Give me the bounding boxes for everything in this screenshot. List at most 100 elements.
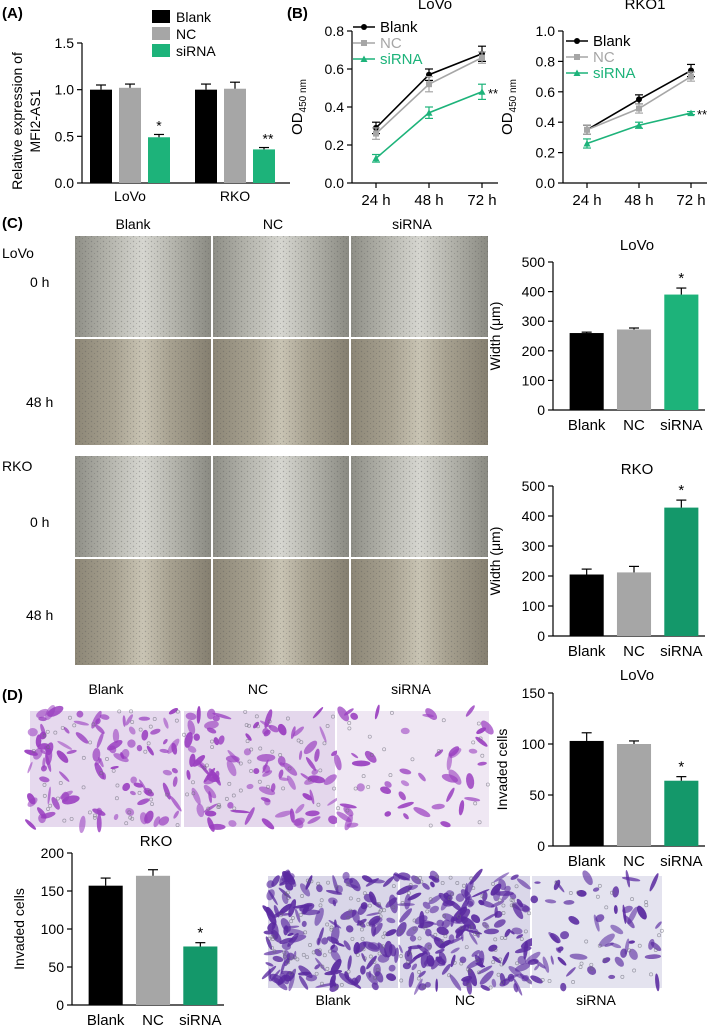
invasion-top-images — [24, 704, 494, 834]
membrane-pore — [267, 719, 272, 724]
stained-cell — [458, 800, 465, 816]
stained-cell — [403, 813, 409, 820]
chart-d1-y-tick-label: 0 — [537, 838, 545, 854]
stained-cell — [612, 886, 620, 898]
stained-cell — [94, 762, 105, 780]
membrane-pore — [191, 791, 196, 796]
membrane-pore — [285, 716, 290, 721]
membrane-pore — [476, 931, 481, 936]
membrane-pore — [405, 959, 410, 964]
stained-cell — [450, 954, 456, 968]
membrane-pore — [496, 972, 501, 977]
stained-cell — [517, 955, 527, 965]
stained-cell — [400, 727, 410, 735]
chart-a-bar-sirna — [148, 137, 170, 183]
membrane-pore — [318, 768, 323, 773]
stained-cell — [172, 776, 178, 787]
membrane-pore — [372, 975, 377, 980]
chart-d2-y-tick-label: 50 — [48, 959, 64, 975]
membrane-pore — [46, 807, 50, 811]
stained-cell — [393, 873, 411, 881]
stained-cell — [465, 705, 475, 717]
stained-cell — [435, 978, 438, 992]
stained-cell — [113, 813, 119, 821]
stained-cell — [288, 899, 297, 918]
chart-a-x-tick-label: RKO — [220, 188, 250, 204]
stained-cell — [314, 964, 321, 970]
stained-cell — [450, 947, 460, 954]
membrane-pore — [282, 950, 287, 955]
chart-c2-x-tick-label: siRNA — [660, 643, 703, 660]
stained-cell — [336, 811, 352, 823]
membrane-pore — [391, 905, 396, 910]
membrane-pore — [291, 916, 295, 920]
chart-a-legend-swatch — [152, 10, 170, 23]
chart-b2-legend-marker — [574, 38, 580, 44]
membrane-pore — [319, 981, 324, 986]
scratch-lovo-0h-images — [75, 236, 488, 337]
membrane-pore — [270, 749, 275, 754]
stained-cell — [448, 934, 455, 944]
chart-c1-y-tick-label: 200 — [522, 343, 546, 359]
membrane-pore — [42, 793, 47, 798]
membrane-pore — [649, 972, 653, 977]
stained-cell — [283, 925, 300, 929]
membrane-pore — [69, 816, 74, 821]
membrane-pore — [314, 971, 319, 976]
stained-cell — [356, 783, 365, 792]
stained-cell — [270, 783, 276, 793]
membrane-pore — [456, 914, 461, 919]
membrane-pore — [440, 881, 445, 885]
stained-cell — [614, 956, 624, 967]
stained-cell — [569, 953, 588, 960]
membrane-pore — [345, 882, 350, 887]
membrane-pore — [464, 945, 469, 950]
chart-b2-point — [583, 139, 591, 147]
stained-cell — [146, 745, 154, 756]
stained-cell — [107, 740, 123, 751]
stained-cell — [315, 982, 335, 988]
stained-cell — [430, 881, 435, 888]
scratch-rko-0h-label: 0 h — [30, 514, 49, 530]
membrane-pore — [360, 936, 365, 941]
membrane-pore — [355, 952, 360, 957]
stained-cell — [490, 883, 502, 896]
membrane-pore — [423, 926, 428, 931]
membrane-pore — [45, 729, 50, 734]
membrane-pore — [428, 897, 433, 902]
membrane-pore — [644, 903, 649, 908]
stained-cell — [170, 795, 182, 812]
stained-cell — [418, 772, 426, 782]
membrane-pore — [148, 789, 153, 794]
stained-cell — [75, 732, 89, 744]
membrane-pore — [348, 896, 353, 901]
stained-cell — [425, 928, 432, 937]
membrane-pore — [366, 922, 371, 927]
stained-cell — [383, 876, 395, 887]
stained-cell — [466, 773, 475, 789]
panel-label-b: (B) — [287, 5, 308, 22]
stained-cell — [557, 956, 567, 966]
membrane-pore — [117, 709, 122, 714]
stained-cell — [96, 807, 103, 816]
membrane-pore — [382, 747, 387, 752]
chart-d2-bar — [135, 875, 171, 1005]
chart-c2-y-tick-label: 200 — [522, 568, 546, 584]
stained-cell — [425, 708, 438, 720]
chart-d2-title: RKO — [140, 833, 173, 850]
chart-c2-y-tick-label: 400 — [522, 508, 546, 524]
stained-cell — [280, 960, 286, 974]
chart-b2-legend-label: Blank — [593, 33, 631, 50]
chart-c1-y-tick-label: 500 — [522, 254, 546, 270]
stained-cell — [204, 810, 217, 817]
stained-cell — [173, 810, 180, 819]
chart-b1-legend-label: siRNA — [380, 51, 423, 68]
stained-cell — [610, 924, 624, 935]
stained-cell — [206, 727, 217, 734]
membrane-pore — [353, 786, 358, 791]
stained-cell — [262, 728, 269, 735]
stained-cell — [227, 801, 234, 809]
membrane-pore — [399, 978, 404, 983]
stained-cell — [330, 944, 336, 950]
membrane-pore — [471, 740, 476, 745]
